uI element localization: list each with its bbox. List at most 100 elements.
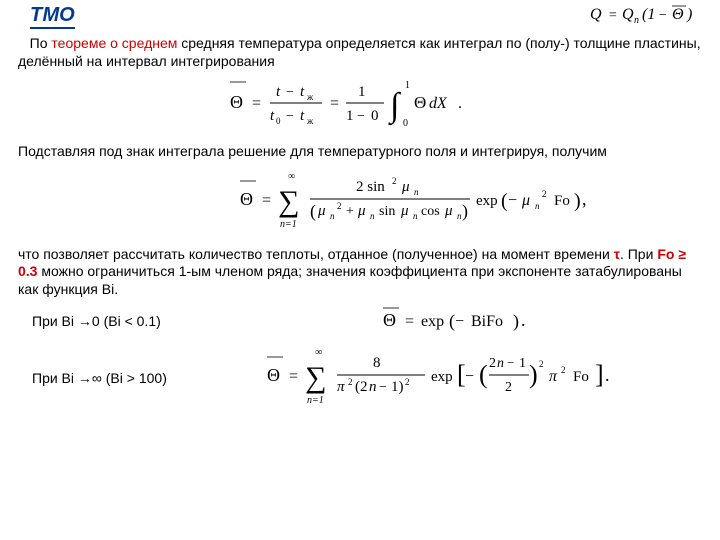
svg-text:μ: μ (317, 203, 326, 219)
svg-text:п: п (634, 15, 639, 26)
svg-text:−: − (286, 109, 294, 124)
svg-text:−: − (379, 380, 387, 395)
svg-text:cos: cos (421, 204, 440, 219)
formula-1: Θ = t − t ж t 0 − t ж = 1 1 − 0 ∫ 1 0 Θ … (18, 76, 702, 133)
svg-text:+: + (346, 204, 354, 219)
svg-text:=: = (252, 95, 261, 112)
svg-text:t: t (276, 84, 281, 100)
svg-text:1: 1 (405, 80, 410, 91)
svg-text:Θ: Θ (267, 365, 280, 385)
svg-text:n: n (330, 211, 335, 221)
svg-text:=: = (289, 368, 298, 385)
svg-text:dX: dX (429, 95, 448, 112)
paragraph-3: что позволяет рассчитать количество тепл… (18, 246, 702, 299)
svg-text:μ: μ (401, 179, 410, 195)
svg-text:BiFo: BiFo (471, 313, 503, 330)
svg-text:8: 8 (373, 355, 381, 371)
svg-text:n: n (497, 356, 504, 371)
svg-text:Fo: Fo (554, 193, 570, 209)
svg-text:(: ( (501, 190, 508, 212)
svg-text:sin: sin (379, 204, 395, 219)
svg-text:2: 2 (392, 176, 397, 186)
svg-text:0: 0 (371, 108, 379, 124)
svg-text:∑: ∑ (305, 361, 326, 394)
svg-text:.: . (521, 310, 526, 330)
svg-text:Θ: Θ (414, 93, 426, 112)
svg-text:Q: Q (590, 6, 602, 23)
svg-text:∞: ∞ (315, 347, 322, 358)
svg-text:Θ: Θ (383, 310, 396, 330)
svg-text:2: 2 (337, 201, 342, 211)
svg-text:2: 2 (539, 359, 544, 369)
theorem-phrase: теореме о среднем (51, 35, 177, 51)
svg-text:): ) (529, 360, 538, 389)
svg-text:=: = (405, 313, 414, 330)
svg-text:Q: Q (622, 6, 634, 23)
svg-text:): ) (513, 311, 519, 332)
svg-text:1): 1) (391, 379, 404, 395)
svg-text:0: 0 (403, 118, 408, 129)
svg-text:=: = (608, 8, 617, 23)
svg-text:2: 2 (348, 377, 353, 387)
svg-text:1: 1 (346, 108, 354, 124)
svg-text:−: − (658, 8, 667, 23)
svg-text:−: − (465, 368, 474, 385)
svg-text:2: 2 (505, 380, 512, 395)
bi-zero-label: При Bi →0 (Bi < 0.1) (18, 313, 232, 329)
svg-text:∞: ∞ (288, 171, 295, 182)
svg-text:(: ( (479, 360, 488, 389)
svg-text:1: 1 (358, 84, 366, 100)
svg-text:n: n (370, 211, 375, 221)
svg-text:μ: μ (444, 203, 453, 219)
formula-2: Θ = ∑ ∞ n=1 2 sin 2 μ n ( μ n 2 + μ n si… (18, 167, 702, 236)
svg-text:π: π (549, 368, 558, 385)
svg-text:−: − (357, 109, 365, 124)
svg-text:): ) (462, 201, 468, 222)
svg-text:−: − (455, 313, 464, 330)
svg-text:−: − (286, 85, 294, 100)
svg-text:t: t (300, 84, 305, 100)
svg-text:−: − (507, 355, 514, 370)
svg-text:μ: μ (357, 203, 366, 219)
svg-text:Θ: Θ (230, 92, 243, 112)
paragraph-2: Подставляя под знак интеграла решение дл… (18, 143, 702, 161)
svg-text:.: . (605, 365, 610, 385)
page-title: ТМО (30, 4, 75, 29)
svg-text:n: n (535, 201, 540, 211)
svg-text:=: = (330, 95, 339, 112)
bi-inf-label: При Bi →∞ (Bi > 100) (18, 370, 232, 386)
svg-text:exp: exp (476, 193, 498, 209)
top-right-formula: Q = Q п (1 − Θ ) (590, 2, 710, 31)
svg-text:ж: ж (306, 116, 314, 126)
formula-4: Θ = ∑ ∞ n=1 8 π 2 (2 n − 1) 2 exp [ − ( (232, 343, 702, 412)
svg-text:n: n (414, 187, 419, 197)
svg-text:exp: exp (421, 313, 444, 330)
svg-text:.: . (458, 95, 462, 112)
svg-text:π: π (337, 379, 345, 395)
svg-text:(2: (2 (355, 379, 368, 395)
svg-text:∫: ∫ (388, 87, 402, 126)
svg-text:μ: μ (400, 203, 409, 219)
svg-text:Θ: Θ (240, 189, 253, 209)
svg-text:Θ: Θ (672, 6, 684, 23)
formula-3: Θ = exp ( − BiFo ) . (232, 304, 702, 337)
svg-text:−: − (508, 192, 517, 209)
svg-text:∑: ∑ (278, 185, 299, 218)
svg-text:n: n (413, 211, 418, 221)
svg-text:n=1: n=1 (307, 395, 324, 406)
svg-text:2: 2 (405, 377, 410, 387)
svg-text:,: , (582, 189, 587, 209)
svg-text:1: 1 (519, 356, 526, 371)
svg-text:2: 2 (561, 365, 566, 375)
svg-text:μ: μ (521, 192, 530, 209)
svg-text:): ) (574, 190, 581, 212)
svg-text:t: t (300, 108, 305, 124)
svg-text:2: 2 (542, 189, 547, 199)
paragraph-1: По теореме о среднем средняя температура… (18, 35, 702, 70)
svg-text:n=1: n=1 (280, 219, 297, 230)
svg-text:2: 2 (489, 356, 496, 371)
svg-text:t: t (270, 108, 275, 124)
svg-text:0: 0 (276, 116, 281, 126)
svg-text:(: ( (310, 201, 316, 222)
svg-text:=: = (262, 192, 271, 209)
